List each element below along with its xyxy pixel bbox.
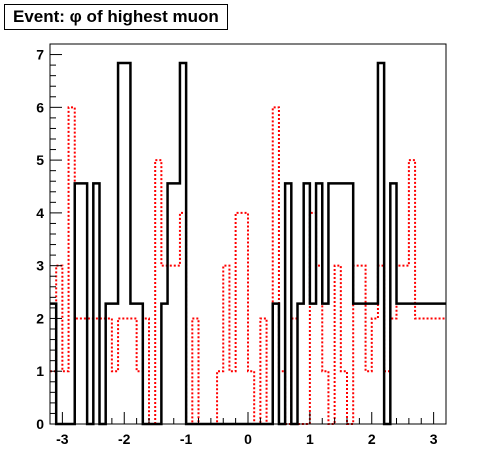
x-tick-label: -3 (56, 431, 69, 447)
y-tick-label: 2 (36, 310, 44, 326)
chart-title: Event: φ of highest muon (13, 7, 219, 26)
y-tick-label: 1 (36, 363, 44, 379)
x-tick-label: -1 (180, 431, 193, 447)
chart-title-box: Event: φ of highest muon (4, 4, 228, 30)
x-tick-label: 2 (368, 431, 376, 447)
y-tick-label: 6 (36, 99, 44, 115)
x-tick-label: 0 (244, 431, 252, 447)
y-tick-label: 7 (36, 47, 44, 63)
y-tick-label: 0 (36, 416, 44, 432)
series-layer (50, 61, 446, 426)
y-tick-label: 3 (36, 258, 44, 274)
x-tick-label: -2 (118, 431, 131, 447)
x-tick-label: 3 (430, 431, 438, 447)
red-dotted-histogram-series (50, 106, 446, 425)
x-tick-label: 1 (306, 431, 314, 447)
y-tick-label: 5 (36, 152, 44, 168)
axes-layer: 0 1 2 3 4 5 6 7 -3 -2 -1 0 1 2 3 (36, 43, 447, 447)
y-tick-label: 4 (36, 205, 44, 221)
